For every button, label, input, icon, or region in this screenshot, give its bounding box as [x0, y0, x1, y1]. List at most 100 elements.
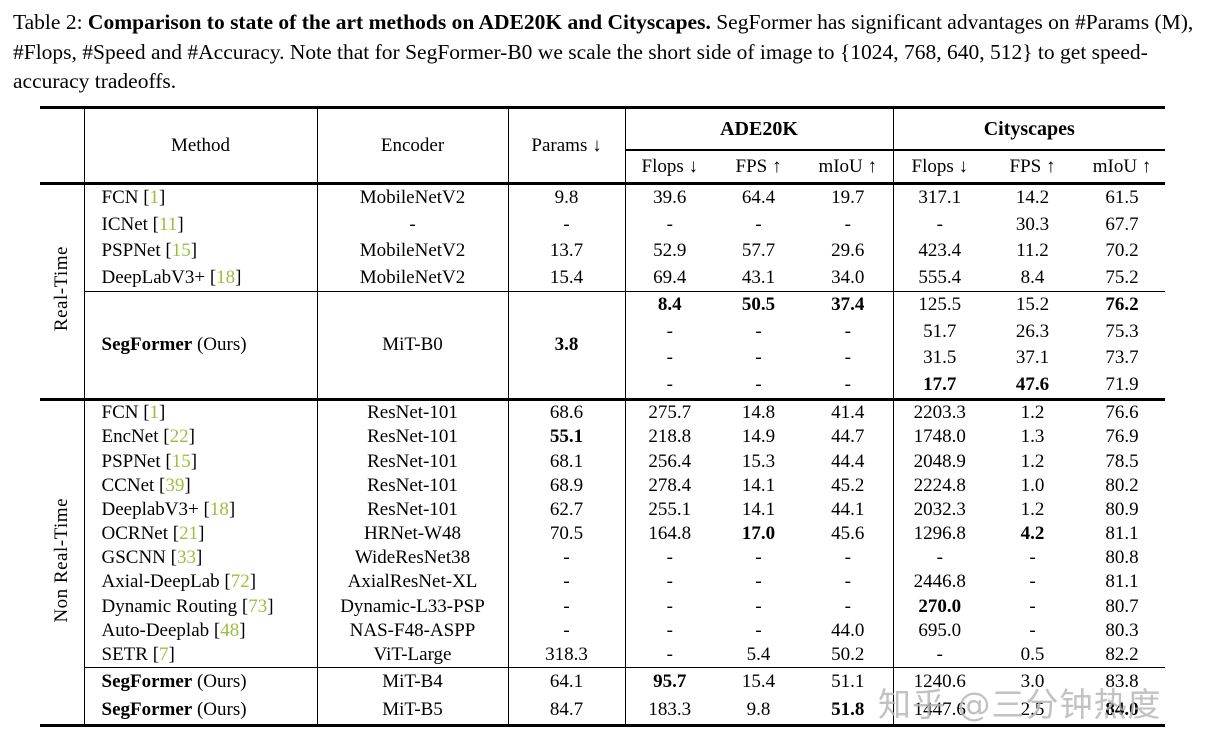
ade-flops-cell: 39.6: [653, 187, 687, 209]
ade-fps-cell: 17.0: [741, 523, 776, 545]
table-row: PSPNet [15] MobileNetV2 13.7 52.9 57.7 29.6 42…: [40, 238, 1165, 265]
citation-ref: 1: [149, 187, 160, 209]
ade-fps-cell: 15.4: [714, 667, 803, 697]
ade-miou-cell: -: [803, 345, 894, 372]
ade-flops-cell: 69.4: [653, 266, 687, 288]
encoder-cell: -: [317, 211, 509, 238]
citation-ref: 15: [171, 240, 191, 262]
method-cell: Dynamic Routing [73]: [84, 594, 318, 619]
city-fps-cell: 0.5: [1020, 644, 1045, 665]
encoder-cell: AxialResNet-XL: [317, 570, 509, 595]
ade-fps-cell: 5.4: [746, 644, 771, 665]
citation-ref: 7: [159, 644, 169, 665]
ade-miou-cell: -: [803, 318, 894, 345]
params-cell: 62.7: [508, 497, 626, 522]
method-cell: PSPNet [15]: [84, 449, 318, 474]
ade-miou-cell: 37.4: [803, 291, 894, 319]
city-fps-cell: 1.3: [1020, 426, 1045, 448]
city-miou-cell: 80.9: [1105, 498, 1139, 520]
ade-fps-cell: 14.8: [714, 398, 803, 426]
ade-fps-cell: 9.8: [746, 699, 771, 721]
ade-flops-cell: 95.7: [625, 667, 714, 697]
ade-miou-cell: -: [803, 594, 894, 619]
table-row: GSCNN [33] WideResNet38- - - - - -80.8: [40, 546, 1165, 571]
city-miou-cell: 81.1: [1105, 523, 1139, 545]
results-table: Method Encoder Params ↓ ADE20K Cityscape…: [40, 106, 1166, 728]
col-header-ade-miou: mIoU ↑: [803, 150, 894, 185]
city-fps-cell: 2.5: [1020, 699, 1045, 721]
city-flops-cell: 1296.8: [913, 523, 966, 545]
params-cell: 84.7: [508, 696, 626, 726]
ade-fps-cell: -: [755, 320, 762, 342]
table-row: SegFormer (Ours) MiT-B0 3.8 8.4 50.5 37.4 125.…: [40, 291, 1166, 400]
city-miou-cell: 82.2: [1105, 644, 1139, 665]
params-cell: -: [508, 211, 626, 238]
city-miou-cell: 76.9: [1105, 426, 1139, 448]
encoder-cell: HRNet-W48: [317, 521, 509, 547]
params-cell: 68.1: [508, 449, 626, 474]
ade-flops-cell: -: [666, 347, 673, 369]
citation-ref: 18: [216, 266, 236, 288]
city-flops-cell: 51.7: [923, 320, 957, 342]
method-cell: PSPNet [15]: [84, 238, 318, 265]
table-row: SETR [7] ViT-Large 318.3 - 5.4 50.2 - 0.5 82.2: [40, 642, 1165, 668]
city-fps-cell: 11.2: [1016, 240, 1049, 262]
method-cell: OCRNet [21]: [84, 521, 318, 547]
ade-flops-cell: 183.3: [648, 699, 692, 721]
method-cell: SegFormer (Ours): [84, 291, 318, 400]
ade-miou-cell: 19.7: [803, 183, 894, 212]
city-fps-cell: 14.2: [1015, 187, 1050, 209]
encoder-cell: MiT-B5: [317, 696, 509, 726]
ade-flops-cell: -: [666, 547, 673, 569]
caption-body: SegFormer has significant advantages on …: [13, 10, 1194, 93]
city-fps-cell: 1.2: [986, 398, 1079, 426]
ade-flops-cell: 52.9: [653, 240, 687, 262]
city-flops-cell: 1748.0: [913, 426, 966, 448]
city-miou-cell: 80.2: [1105, 474, 1139, 496]
method-cell: DeeplabV3+ [18]: [84, 497, 318, 522]
ade-fps-cell: -: [755, 347, 762, 369]
params-cell: 55.1: [508, 425, 626, 450]
city-flops-cell: 125.5: [893, 291, 986, 319]
table-row: DeeplabV3+ [18] ResNet-101 62.7 255.1 14.1 44…: [40, 497, 1165, 522]
city-fps-cell: 30.3: [1015, 213, 1050, 235]
ade-flops-cell: 275.7: [625, 398, 714, 426]
ade-flops-cell: -: [666, 320, 673, 342]
ade-flops-cell: -: [666, 595, 673, 617]
encoder-cell: MobileNetV2: [317, 264, 509, 292]
ade-miou-cell: 45.6: [803, 521, 894, 547]
city-miou-cell: 76.6: [1079, 398, 1166, 426]
col-header-encoder: Encoder: [317, 107, 509, 185]
city-flops-cell: 270.0: [918, 595, 962, 617]
col-header-ade-flops: Flops ↓: [625, 150, 714, 185]
city-miou-cell: 80.3: [1105, 619, 1139, 641]
params-cell: -: [508, 594, 626, 619]
city-fps-cell: 3.0: [986, 667, 1079, 697]
city-fps-cell: 37.1: [1015, 347, 1050, 369]
ade-miou-cell: -: [803, 371, 894, 400]
city-flops-cell: 2203.3: [893, 398, 986, 426]
params-cell: 64.1: [508, 667, 626, 697]
city-miou-cell: 78.5: [1105, 450, 1139, 472]
col-header-params: Params ↓: [508, 107, 626, 185]
city-miou-cell: 80.7: [1105, 595, 1139, 617]
ade-fps-cell: -: [755, 571, 762, 593]
city-fps-cell: -: [1029, 619, 1036, 641]
table-row: Auto-Deeplab [48] NAS-F48-ASPP - - -44.0 695.…: [40, 618, 1165, 643]
col-header-city-miou: mIoU ↑: [1079, 150, 1166, 185]
encoder-cell: ViT-Large: [317, 642, 509, 668]
table-row: CCNet [39] ResNet-101 68.9 278.4 14.1 45.2 222…: [40, 473, 1165, 498]
city-fps-cell: 1.0: [1020, 474, 1045, 496]
city-fps-cell: 1.2: [1020, 450, 1045, 472]
city-miou-cell: 67.7: [1105, 213, 1139, 235]
citation-ref: 33: [176, 547, 196, 569]
table-row: - - - 31.5 37.1 73.7: [40, 345, 1165, 372]
group-header-ade20k: ADE20K: [625, 107, 894, 151]
ade-flops-cell: 218.8: [648, 426, 692, 448]
ade-flops-cell: 8.4: [625, 291, 714, 319]
city-fps-cell: -: [1029, 595, 1036, 617]
params-cell: 9.8: [508, 183, 626, 212]
citation-ref: 15: [171, 450, 191, 472]
params-cell: 15.4: [508, 264, 626, 292]
ade-fps-cell: 50.5: [714, 291, 803, 319]
